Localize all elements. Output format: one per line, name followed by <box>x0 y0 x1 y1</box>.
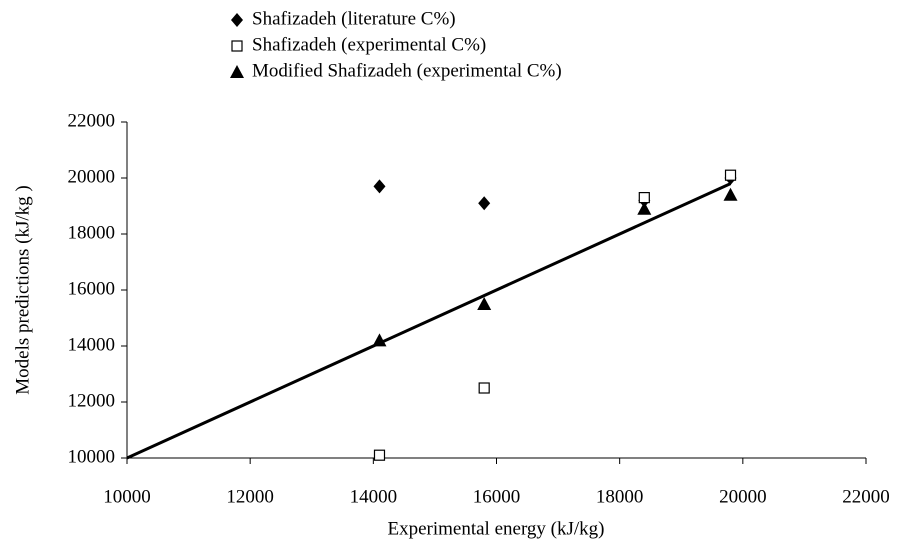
point <box>372 333 387 347</box>
point <box>723 187 738 201</box>
legend-label: Modified Shafizadeh (experimental C%) <box>252 60 562 81</box>
point <box>724 169 737 181</box>
legend-marker <box>230 65 244 78</box>
x-tick-label: 14000 <box>350 486 398 507</box>
point <box>637 201 652 215</box>
legend-marker <box>231 13 243 27</box>
y-tick-label: 14000 <box>68 334 116 355</box>
x-tick-label: 16000 <box>473 486 521 507</box>
y-tick-label: 18000 <box>68 222 116 243</box>
legend-label: Shafizadeh (literature C%) <box>252 8 456 29</box>
y-axis-label: Models predictions (kJ/kg ) <box>12 185 33 395</box>
x-tick-label: 20000 <box>719 486 767 507</box>
x-tick-label: 22000 <box>842 486 890 507</box>
point <box>373 179 386 194</box>
point <box>478 382 490 394</box>
point <box>638 192 650 204</box>
point <box>373 449 386 461</box>
y-tick-label: 20000 <box>68 166 116 187</box>
x-axis-label: Experimental energy (kJ/kg) <box>387 518 604 539</box>
point <box>478 196 491 211</box>
y-tick-label: 22000 <box>68 110 116 131</box>
fit-line <box>126 182 732 460</box>
x-tick-label: 10000 <box>103 486 151 507</box>
x-tick-label: 12000 <box>226 486 274 507</box>
legend-label: Shafizadeh (experimental C%) <box>252 34 486 55</box>
point <box>477 297 492 310</box>
y-tick-label: 16000 <box>68 278 116 299</box>
x-tick-label: 18000 <box>596 486 644 507</box>
y-tick-label: 10000 <box>68 446 116 467</box>
legend-marker <box>231 40 243 52</box>
y-tick-label: 12000 <box>68 390 116 411</box>
